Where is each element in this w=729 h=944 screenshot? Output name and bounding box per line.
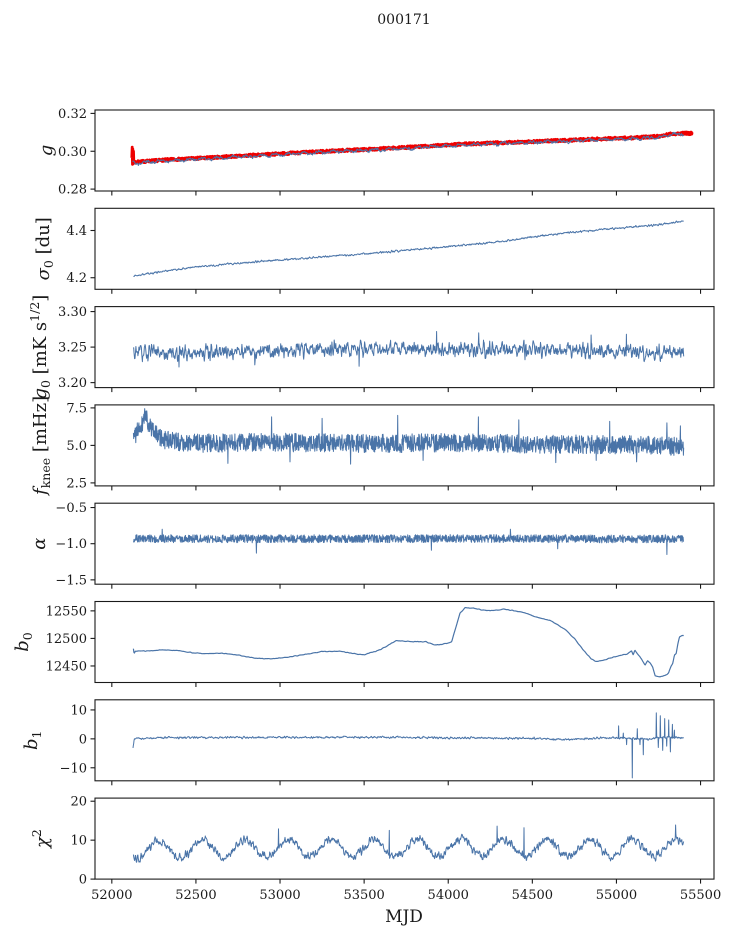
y-tick-label: 3.25 bbox=[58, 341, 87, 356]
series-b1 bbox=[132, 712, 684, 779]
subplot-sigma0: 4.2 4.4 σ0 [du] bbox=[33, 207, 715, 294]
y-tick-label: 12500 bbox=[46, 632, 87, 647]
y-tick-label: 7.5 bbox=[66, 401, 87, 416]
axes-border bbox=[94, 797, 715, 880]
series-g-fit-red bbox=[130, 130, 694, 166]
x-tick-label: 52000 bbox=[91, 888, 132, 903]
y-axis-label-fknee: fknee [mHz] bbox=[30, 396, 53, 497]
subplot-g0: 3.20 3.25 3.30 g0 [mK s1/2] bbox=[27, 295, 715, 400]
y-axis-label-chi2: χ2 bbox=[29, 829, 53, 850]
y-tick-label: 4.2 bbox=[66, 271, 87, 286]
x-tick-label: 52500 bbox=[175, 888, 216, 903]
y-tick-label: −1.0 bbox=[55, 537, 87, 552]
chart-title: 000171 bbox=[377, 12, 430, 28]
y-tick-label: 12550 bbox=[46, 604, 87, 619]
y-axis-label-g0: g0 [mK s1/2] bbox=[27, 295, 53, 400]
x-tick-label: 54500 bbox=[512, 888, 553, 903]
x-tick-label: 54000 bbox=[428, 888, 469, 903]
y-tick-label: 4.4 bbox=[66, 224, 87, 239]
series-sigma0 bbox=[133, 220, 684, 277]
y-axis-label-alpha: α bbox=[29, 538, 50, 550]
subplot-chi2: 0 10 20 χ2 bbox=[29, 795, 715, 888]
y-tick-label: −0.5 bbox=[55, 501, 87, 516]
subplot-fknee: 2.5 5.0 7.5 fknee [mHz] bbox=[30, 396, 715, 497]
axes-border bbox=[94, 502, 715, 585]
series-b0 bbox=[132, 606, 684, 678]
series-fknee bbox=[132, 408, 685, 465]
subplot-alpha: −0.5 −1.0 −1.5 α bbox=[29, 501, 715, 589]
y-tick-label: 5.0 bbox=[66, 439, 87, 454]
subplot-b0: 12450 12500 12550 b0 bbox=[12, 600, 715, 687]
series-alpha bbox=[132, 528, 685, 556]
x-tick-label: 55500 bbox=[680, 888, 721, 903]
subplots-group: 0.28 0.30 0.32 g 4.2 4.4 σ0 [du] 3.20 3.25 3.30 g0… bbox=[12, 107, 721, 903]
y-tick-label: −1.5 bbox=[55, 573, 87, 588]
y-tick-label: 0 bbox=[79, 732, 87, 747]
y-axis-label-sigma0: σ0 [du] bbox=[33, 217, 56, 280]
y-tick-label: 0.30 bbox=[58, 145, 87, 160]
y-tick-label: 10 bbox=[70, 834, 87, 849]
y-tick-label: 10 bbox=[70, 703, 87, 718]
y-tick-label: 0 bbox=[79, 873, 87, 888]
axes-border bbox=[94, 109, 715, 192]
subplot-b1: −10 0 10 b1 bbox=[21, 699, 715, 786]
x-axis-label: MJD bbox=[385, 907, 423, 927]
y-axis-label-b1: b1 bbox=[21, 731, 44, 750]
y-tick-label: 3.30 bbox=[58, 305, 87, 320]
axes-border bbox=[94, 699, 715, 782]
axes-border bbox=[94, 600, 715, 684]
y-tick-label: 0.28 bbox=[58, 183, 87, 198]
y-tick-label: 20 bbox=[70, 795, 87, 810]
y-axis-label-b0: b0 bbox=[12, 632, 35, 652]
y-axis-label-g: g bbox=[36, 145, 57, 157]
y-tick-label: 12450 bbox=[46, 659, 87, 674]
y-tick-label: −10 bbox=[60, 761, 87, 776]
y-tick-label: 3.20 bbox=[58, 376, 87, 391]
x-tick-label: 55000 bbox=[596, 888, 637, 903]
series-chi2 bbox=[132, 824, 685, 863]
y-tick-label: 2.5 bbox=[66, 476, 87, 491]
x-tick-label: 53000 bbox=[259, 888, 300, 903]
y-tick-label: 0.32 bbox=[58, 107, 87, 122]
x-tick-label: 53500 bbox=[343, 888, 384, 903]
subplot-g: 0.28 0.30 0.32 g bbox=[36, 107, 715, 198]
series-g-data-blue bbox=[132, 131, 684, 166]
axes-border bbox=[94, 207, 715, 290]
series-g0 bbox=[132, 330, 685, 368]
